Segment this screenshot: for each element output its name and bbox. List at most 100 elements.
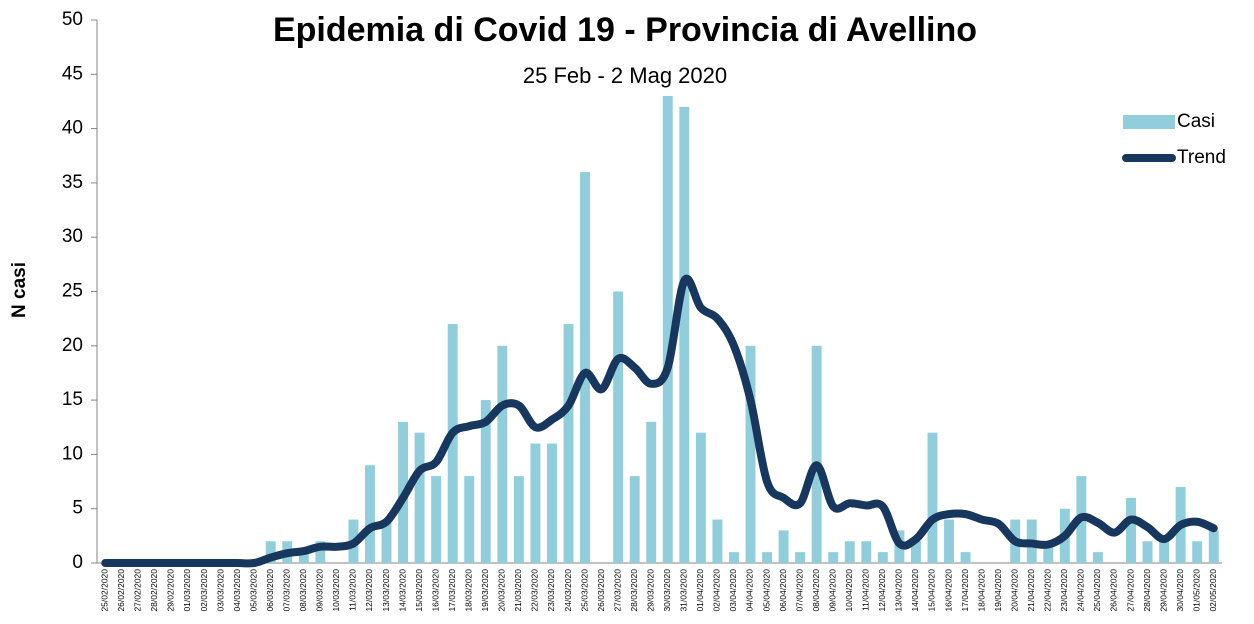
x-tick-label: 18/04/2020 bbox=[976, 569, 986, 612]
x-tick-label: 03/03/2020 bbox=[215, 569, 225, 612]
y-tick-label: 40 bbox=[62, 118, 83, 139]
x-tick-label: 28/04/2020 bbox=[1142, 569, 1152, 612]
bar bbox=[563, 324, 574, 563]
chart-title: Epidemia di Covid 19 - Provincia di Avel… bbox=[273, 11, 977, 49]
x-tick-label: 08/04/2020 bbox=[811, 569, 821, 612]
x-tick-label: 12/03/2020 bbox=[364, 569, 374, 612]
x-tick-label: 28/03/2020 bbox=[629, 569, 639, 612]
y-tick-label: 50 bbox=[62, 9, 83, 30]
x-tick-label: 25/02/2020 bbox=[100, 569, 110, 612]
y-tick-label: 35 bbox=[62, 172, 83, 193]
x-tick-label: 15/04/2020 bbox=[927, 569, 937, 612]
x-tick-label: 15/03/2020 bbox=[414, 569, 424, 612]
bar bbox=[762, 552, 772, 563]
x-tick-label: 05/03/2020 bbox=[248, 569, 258, 612]
x-tick-label: 26/03/2020 bbox=[596, 569, 606, 612]
x-tick-label: 17/03/2020 bbox=[447, 569, 457, 612]
y-tick-label: 20 bbox=[62, 335, 83, 356]
x-tick-label: 14/04/2020 bbox=[910, 569, 920, 612]
x-tick-label: 23/03/2020 bbox=[546, 569, 556, 612]
bar bbox=[365, 465, 375, 563]
bar bbox=[480, 400, 491, 563]
bar bbox=[265, 541, 276, 563]
x-tick-label: 07/03/2020 bbox=[282, 569, 292, 612]
bar bbox=[1159, 541, 1170, 563]
legend-label: Trend bbox=[1177, 147, 1226, 168]
bar bbox=[844, 541, 855, 563]
x-tick-label: 11/03/2020 bbox=[348, 569, 358, 611]
bar bbox=[944, 519, 954, 563]
bar bbox=[695, 432, 706, 563]
x-tick-label: 06/04/2020 bbox=[778, 569, 788, 612]
x-tick-label: 30/03/2020 bbox=[662, 569, 672, 612]
x-tick-label: 14/03/2020 bbox=[397, 569, 407, 612]
x-tick-label: 31/03/2020 bbox=[679, 569, 689, 612]
bar bbox=[530, 443, 541, 563]
bar bbox=[745, 345, 756, 563]
x-tick-label: 24/03/2020 bbox=[563, 569, 573, 612]
x-tick-label: 16/04/2020 bbox=[943, 569, 953, 612]
x-tick-label: 10/03/2020 bbox=[331, 569, 341, 612]
x-tick-label: 07/04/2020 bbox=[794, 569, 804, 612]
x-tick-label: 27/02/2020 bbox=[133, 569, 143, 612]
x-tick-label: 21/03/2020 bbox=[513, 569, 523, 612]
legend-label: Casi bbox=[1177, 111, 1215, 132]
x-tick-label: 04/04/2020 bbox=[745, 569, 755, 612]
x-tick-label: 13/04/2020 bbox=[894, 569, 904, 612]
x-tick-label: 20/03/2020 bbox=[497, 569, 507, 612]
bar bbox=[1208, 530, 1219, 563]
bar bbox=[960, 552, 971, 563]
x-tick-label: 26/02/2020 bbox=[116, 569, 126, 612]
trend-line bbox=[101, 274, 1218, 568]
bar bbox=[613, 291, 624, 563]
x-tick-label: 09/04/2020 bbox=[827, 569, 837, 612]
x-tick-label: 19/04/2020 bbox=[993, 569, 1003, 612]
x-tick-label: 28/02/2020 bbox=[149, 569, 159, 612]
bar bbox=[795, 552, 806, 563]
bar bbox=[1043, 541, 1054, 563]
x-tick-label: 01/04/2020 bbox=[695, 569, 705, 612]
y-tick-label: 5 bbox=[72, 498, 83, 519]
bar bbox=[778, 530, 789, 563]
bar bbox=[811, 345, 822, 563]
x-tick-label: 13/03/2020 bbox=[381, 569, 391, 612]
y-tick-label: 15 bbox=[62, 389, 83, 410]
bar bbox=[712, 519, 723, 563]
x-tick-label: 02/05/2020 bbox=[1208, 569, 1218, 612]
bar bbox=[1126, 497, 1136, 563]
x-tick-label: 22/03/2020 bbox=[530, 569, 540, 612]
x-tick-label: 25/04/2020 bbox=[1092, 569, 1102, 612]
x-tick-label: 03/04/2020 bbox=[728, 569, 738, 612]
x-tick-label: 04/03/2020 bbox=[232, 569, 242, 612]
x-tick-label: 05/04/2020 bbox=[761, 569, 771, 612]
bar bbox=[431, 476, 442, 563]
y-tick-label: 30 bbox=[62, 226, 83, 247]
bar bbox=[447, 324, 458, 563]
bar bbox=[497, 345, 508, 563]
x-tick-label: 25/03/2020 bbox=[579, 569, 589, 612]
x-tick-label: 17/04/2020 bbox=[960, 569, 970, 612]
x-tick-label: 16/03/2020 bbox=[430, 569, 440, 612]
y-tick-label: 25 bbox=[62, 281, 83, 302]
bar bbox=[679, 106, 690, 563]
x-tick-label: 29/04/2020 bbox=[1158, 569, 1168, 612]
y-tick-label: 10 bbox=[62, 443, 83, 464]
bar bbox=[927, 432, 938, 563]
x-tick-label: 01/05/2020 bbox=[1191, 569, 1201, 612]
x-tick-label: 26/04/2020 bbox=[1109, 569, 1119, 612]
y-tick-label: 0 bbox=[72, 552, 83, 573]
bar bbox=[828, 552, 839, 563]
x-tick-label: 24/04/2020 bbox=[1076, 569, 1086, 612]
x-tick-label: 18/03/2020 bbox=[463, 569, 473, 612]
bar bbox=[1092, 552, 1103, 563]
bar bbox=[315, 541, 326, 563]
bar bbox=[861, 541, 872, 563]
bar bbox=[646, 421, 657, 563]
x-tick-label: 12/04/2020 bbox=[877, 569, 887, 612]
x-tick-label: 29/03/2020 bbox=[645, 569, 655, 612]
bar bbox=[910, 541, 921, 563]
y-tick-label: 45 bbox=[62, 63, 83, 84]
x-tick-label: 19/03/2020 bbox=[480, 569, 490, 612]
x-tick-label: 30/04/2020 bbox=[1175, 569, 1185, 612]
